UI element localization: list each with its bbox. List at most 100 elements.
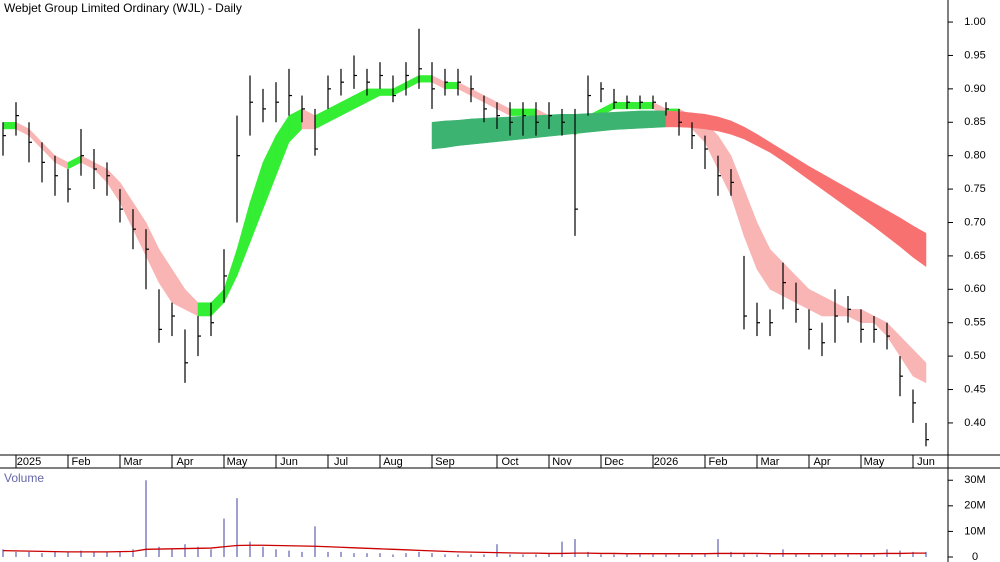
ribbon-segment	[626, 101, 641, 110]
volume-title: Volume	[4, 471, 44, 485]
ribbon-segment	[639, 110, 654, 129]
volume-bar	[262, 546, 264, 557]
y-tick-label: 0.50	[964, 350, 985, 362]
y-tick-label: 0.65	[964, 250, 985, 262]
ribbon-segment	[457, 118, 472, 146]
volume-bar	[314, 526, 316, 557]
x-tick-label: 2025	[17, 456, 41, 468]
volume-bar	[639, 554, 641, 557]
ribbon-segment	[522, 108, 537, 116]
volume-bar	[366, 553, 368, 557]
volume-bar	[704, 553, 706, 557]
volume-average	[2, 544, 926, 555]
y-tick-label: 0.45	[964, 383, 985, 395]
volume-bar	[210, 549, 212, 557]
ribbon-segment	[509, 115, 524, 141]
volume-bar	[67, 551, 69, 557]
volume-bar	[392, 554, 394, 557]
volume-bar	[912, 551, 914, 557]
x-tick-label: Dec	[604, 456, 624, 468]
volume-bar	[665, 554, 667, 557]
volume-bar	[340, 551, 342, 557]
volume-bar	[431, 553, 433, 557]
volume-bar	[171, 549, 173, 557]
x-tick-label: May	[227, 456, 248, 468]
x-tick-label: Oct	[501, 456, 518, 468]
ribbon-segment	[613, 101, 628, 110]
ribbon-segment	[2, 122, 17, 130]
volume-bar	[93, 551, 95, 557]
volume-bar	[717, 539, 719, 557]
ribbon-segment	[548, 113, 563, 137]
volume-bar	[509, 554, 511, 557]
ribbon-segment	[691, 112, 706, 130]
x-tick-label: Mar	[761, 456, 780, 468]
x-tick-label: May	[864, 456, 885, 468]
ribbon-segment	[613, 111, 628, 130]
volume-bar	[106, 551, 108, 557]
y-tick-label: 0.60	[964, 283, 985, 295]
y-tick-label: 0.95	[964, 49, 985, 61]
volume-bar	[2, 549, 4, 557]
volume-bar	[743, 553, 745, 557]
ribbon-segment	[704, 113, 719, 132]
volume-bar	[587, 551, 589, 557]
ribbon-segment	[444, 120, 459, 148]
volume-bar	[561, 541, 563, 557]
ribbon-segment	[483, 117, 498, 144]
volume-bar	[301, 551, 303, 557]
ribbon-segment	[197, 302, 212, 317]
y-tick-label: 0.55	[964, 317, 985, 329]
x-tick-label: Sep	[435, 456, 455, 468]
ribbon-segment	[587, 112, 602, 133]
volume-bar	[678, 554, 680, 557]
volume-bar	[483, 554, 485, 557]
volume-bar	[470, 554, 472, 557]
x-tick-label: Feb	[72, 456, 91, 468]
x-tick-label: Jun	[280, 456, 298, 468]
volume-bar	[197, 546, 199, 557]
ribbon-segment	[379, 88, 394, 96]
y-tick-label: 0.40	[964, 417, 985, 429]
volume-bar	[249, 541, 251, 557]
volume-bar	[184, 544, 186, 557]
volume-bar	[288, 550, 290, 557]
ribbon-segment	[912, 348, 927, 384]
volume-bar	[418, 551, 420, 557]
ribbon-segment	[509, 108, 524, 116]
ribbon-segment	[444, 81, 459, 90]
ribbon-segment	[574, 113, 589, 134]
x-tick-label: Nov	[552, 456, 572, 468]
volume-bar	[522, 554, 524, 557]
volume-bar	[444, 554, 446, 557]
volume-bar	[145, 480, 147, 557]
y-tick-label: 0.85	[964, 116, 985, 128]
volume-bar	[379, 553, 381, 557]
volume-bar	[80, 550, 82, 557]
volume-bar	[821, 554, 823, 557]
ribbon-segment	[626, 110, 641, 130]
y-tick-label: 30M	[964, 474, 985, 486]
volume-bar	[54, 551, 56, 557]
x-tick-label: Jul	[334, 456, 348, 468]
volume-bar	[15, 551, 17, 557]
volume-bar	[834, 553, 836, 557]
ribbon-segment	[678, 111, 693, 128]
volume-bar	[652, 554, 654, 557]
ribbon-segment	[470, 117, 485, 145]
y-tick-label: 10M	[964, 525, 985, 537]
x-tick-label: Aug	[383, 456, 403, 468]
volume-bar	[626, 554, 628, 557]
volume-bar	[769, 554, 771, 557]
volume-bar	[353, 553, 355, 557]
volume-bar	[795, 553, 797, 557]
volume-bar	[41, 553, 43, 557]
volume-bar	[808, 554, 810, 557]
x-tick-label: Mar	[124, 456, 143, 468]
volume-bar	[691, 554, 693, 557]
ribbon-segment	[431, 120, 446, 150]
volume-bar	[925, 551, 927, 557]
ribbon-segment	[496, 116, 511, 142]
ribbon-segment	[418, 75, 433, 83]
